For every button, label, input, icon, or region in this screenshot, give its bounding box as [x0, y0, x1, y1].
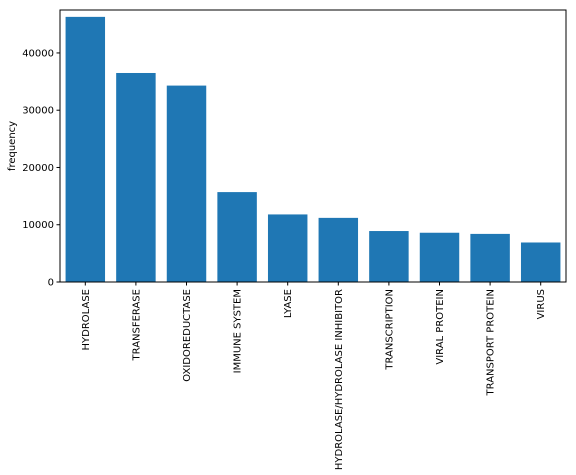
- bar-virus: [520, 242, 561, 282]
- bar-hydrolase-hydrolase-inhibitor: [318, 217, 359, 282]
- x-tick-label: VIRUS: [536, 289, 547, 319]
- bars-group: [65, 16, 561, 283]
- bar-viral-protein: [419, 232, 460, 282]
- x-tick-label: IMMUNE SYSTEM: [233, 289, 244, 373]
- bar-transferase: [116, 72, 156, 283]
- bar-lyase: [267, 214, 308, 282]
- x-tick-label: VIRAL PROTEIN: [435, 289, 446, 365]
- x-tick-label: TRANSPORT PROTEIN: [486, 289, 497, 396]
- bar-transcription: [369, 231, 409, 282]
- x-tick-label: HYDROLASE: [81, 289, 92, 350]
- x-axis-ticks: HYDROLASE TRANSFERASE OXIDOREDUCTASE IMMUNE…: [81, 282, 547, 470]
- x-tick-label: LYASE: [283, 289, 294, 318]
- bar-oxidoreductase: [166, 85, 207, 282]
- y-axis-ticks: 0 10000 20000 30000 40000: [22, 48, 60, 289]
- plot-frame: [59, 9, 567, 283]
- y-tick-label: 20000: [22, 163, 54, 174]
- y-tick-label: 10000: [22, 220, 54, 231]
- y-tick-label: 0: [48, 278, 54, 289]
- x-tick-label: OXIDOREDUCTASE: [182, 289, 193, 382]
- y-axis-label: frequency: [7, 121, 18, 171]
- x-tick-label: HYDROLASE/HYDROLASE INHIBITOR: [334, 289, 345, 470]
- x-tick-label: TRANSFERASE: [131, 289, 142, 361]
- bar-immune-system: [217, 192, 257, 282]
- y-tick-label: 40000: [22, 48, 54, 59]
- x-tick-label: TRANSCRIPTION: [384, 289, 395, 371]
- bar-transport-protein: [470, 233, 510, 282]
- bar-hydrolase: [65, 16, 106, 283]
- y-tick-label: 30000: [22, 106, 54, 117]
